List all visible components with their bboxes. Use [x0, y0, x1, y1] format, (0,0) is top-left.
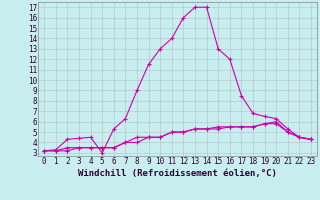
- X-axis label: Windchill (Refroidissement éolien,°C): Windchill (Refroidissement éolien,°C): [78, 169, 277, 178]
